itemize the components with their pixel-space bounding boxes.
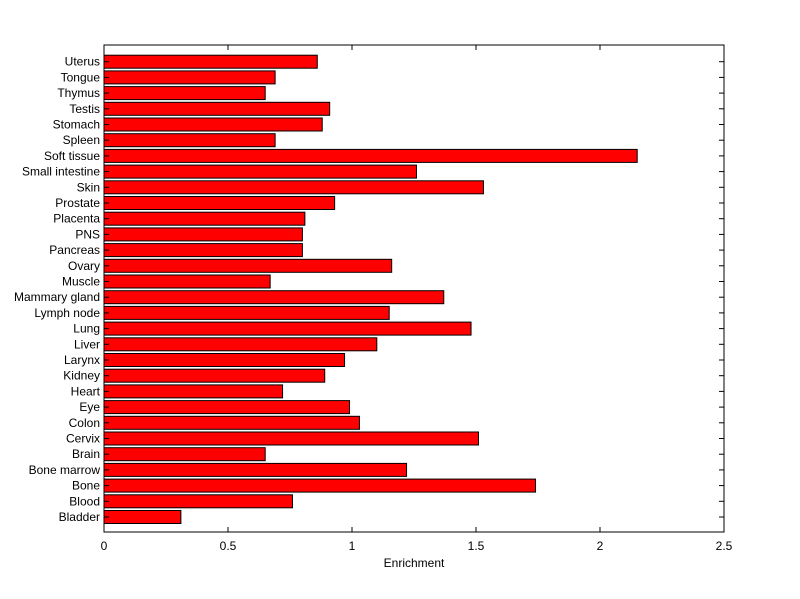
y-tick-label-testis: Testis: [69, 102, 100, 116]
y-tick-label-kidney: Kidney: [63, 369, 100, 383]
x-tick-label-3: 1.5: [468, 539, 485, 553]
y-tick-label-prostate: Prostate: [55, 196, 100, 210]
bar-kidney: [103, 368, 326, 383]
y-tick-label-bladder: Bladder: [59, 510, 100, 524]
bar-tongue: [103, 70, 276, 85]
y-tick-label-pns: PNS: [75, 227, 100, 241]
bar-cervix: [103, 431, 479, 446]
bar-stomach: [103, 117, 323, 132]
x-tick-label-0: 0: [101, 539, 108, 553]
bar-placenta: [103, 211, 306, 226]
y-tick-label-cervix: Cervix: [66, 432, 100, 446]
x-tick-label-1: 0.5: [220, 539, 237, 553]
y-tick-label-bone: Bone: [72, 479, 100, 493]
y-tick-label-bone-marrow: Bone marrow: [29, 463, 101, 477]
y-tick-label-ovary: Ovary: [68, 259, 100, 273]
y-tick-label-placenta: Placenta: [53, 212, 100, 226]
bar-larynx: [103, 353, 346, 367]
y-tick-label-tongue: Tongue: [61, 70, 101, 84]
y-tick-label-lung: Lung: [73, 322, 100, 336]
bar-pancreas: [103, 243, 303, 258]
x-tick-label-4: 2: [597, 539, 604, 553]
bar-brain: [103, 447, 266, 462]
y-tick-label-thymus: Thymus: [57, 86, 100, 100]
y-tick-label-lymph-node: Lymph node: [34, 306, 100, 320]
y-tick-label-eye: Eye: [79, 400, 100, 414]
y-tick-label-skin: Skin: [77, 180, 100, 194]
y-tick-label-larynx: Larynx: [64, 353, 100, 367]
bar-mammary-gland: [103, 290, 445, 305]
bars-group: [103, 54, 638, 524]
y-tick-label-soft-tissue: Soft tissue: [44, 149, 100, 163]
bar-bone: [103, 478, 537, 493]
y-tick-label-small-intestine: Small intestine: [22, 165, 100, 179]
bar-soft-tissue: [103, 148, 638, 163]
bar-bladder: [103, 510, 182, 524]
bar-heart: [103, 384, 284, 399]
bar-lymph-node: [103, 305, 390, 320]
bar-skin: [103, 180, 484, 195]
bar-liver: [103, 337, 378, 352]
x-axis-label: Enrichment: [384, 556, 445, 570]
y-tick-label-blood: Blood: [69, 494, 100, 508]
bar-bone-marrow: [103, 462, 408, 477]
bar-pns: [103, 227, 303, 242]
y-tick-label-brain: Brain: [72, 447, 100, 461]
y-tick-label-heart: Heart: [71, 384, 101, 398]
x-tick-label-5: 2.5: [716, 539, 733, 553]
bar-testis: [103, 101, 331, 116]
y-tick-label-liver: Liver: [74, 337, 100, 351]
bar-muscle: [103, 274, 271, 289]
y-tick-label-spleen: Spleen: [63, 133, 100, 147]
y-tick-label-stomach: Stomach: [53, 118, 100, 132]
bar-blood: [103, 494, 293, 509]
y-tick-label-mammary-gland: Mammary gland: [14, 290, 100, 304]
bar-small-intestine: [103, 164, 417, 179]
bar-spleen: [103, 133, 276, 148]
y-tick-label-pancreas: Pancreas: [49, 243, 100, 257]
bar-lung: [103, 321, 472, 336]
bar-colon: [103, 415, 360, 430]
x-tick-label-2: 1: [349, 539, 356, 553]
y-tick-label-colon: Colon: [69, 416, 100, 430]
y-tick-label-muscle: Muscle: [62, 275, 100, 289]
bar-ovary: [103, 258, 393, 273]
x-ticks-group: 0 0.5 1 1.5 2 2.5: [101, 45, 733, 553]
bar-eye: [103, 400, 351, 415]
bar-uterus: [103, 54, 318, 69]
bar-prostate: [103, 196, 336, 210]
bar-thymus: [103, 86, 266, 101]
y-tick-label-uterus: Uterus: [65, 55, 100, 69]
